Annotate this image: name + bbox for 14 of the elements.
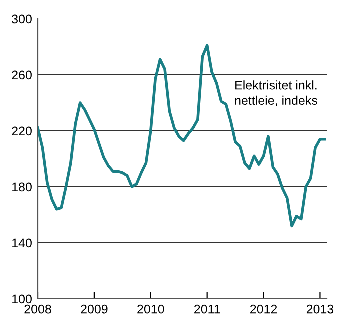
x-tick-label: 2010 xyxy=(138,304,164,314)
annotation: Elektrisitet inkl. nettleie, indeks xyxy=(235,80,318,107)
x-tick-label: 2008 xyxy=(24,304,52,314)
line-series xyxy=(38,44,326,228)
x-tick-label: 2009 xyxy=(81,304,108,314)
y-tick-label: 140 xyxy=(12,238,32,248)
x-tick-label: 2012 xyxy=(250,304,278,314)
y-tick-label: 180 xyxy=(12,182,32,192)
x-tick-label: 2011 xyxy=(194,304,220,314)
x-tick-label: 2013 xyxy=(306,304,334,314)
y-tick-label: 300 xyxy=(12,14,32,24)
y-tick-label: 260 xyxy=(12,70,32,80)
y-tick-label: 100 xyxy=(12,294,32,304)
y-tick-label: 220 xyxy=(12,126,32,136)
